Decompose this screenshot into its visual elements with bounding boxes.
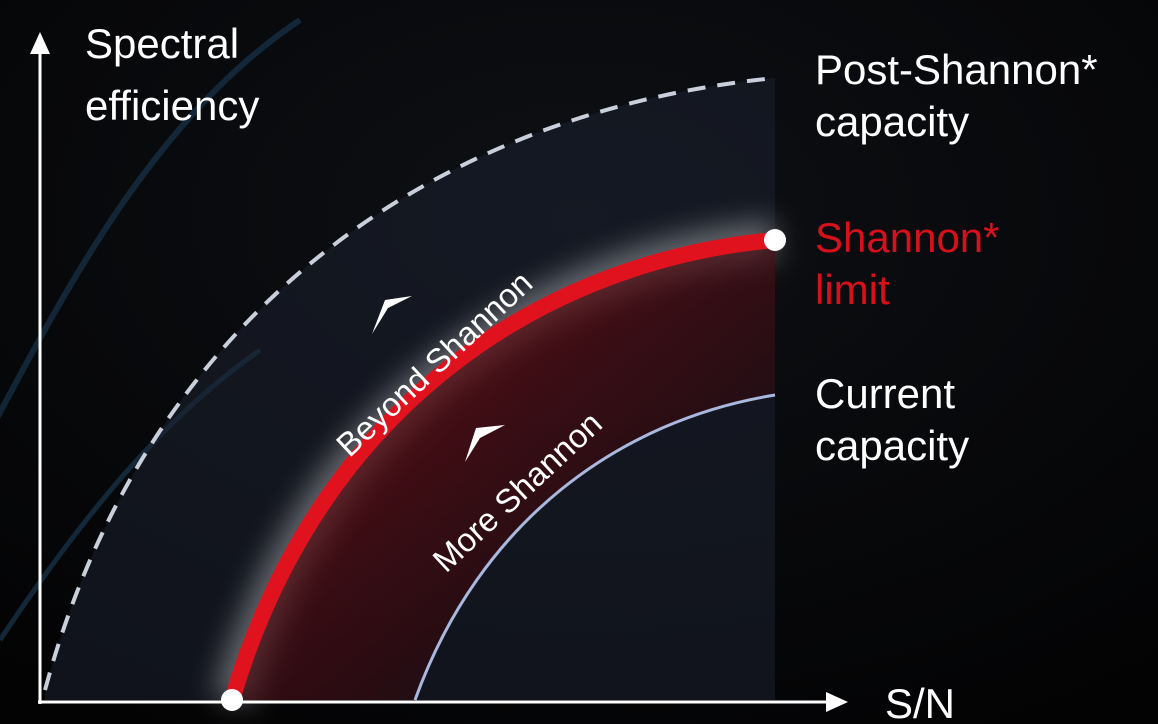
endpoint xyxy=(221,689,243,711)
post-shannon-curve xyxy=(43,76,776,691)
x-arrowhead xyxy=(826,692,848,712)
current-curve xyxy=(413,393,776,701)
arrow-icon xyxy=(372,296,412,334)
y-axis-label: efficiency xyxy=(85,82,259,129)
y-axis-label: Spectral xyxy=(85,20,239,67)
curve-label: capacity xyxy=(815,422,969,469)
curve-label: Post-Shannon* xyxy=(815,46,1098,93)
shannon-curve xyxy=(224,232,783,708)
more-region xyxy=(232,240,775,700)
arrow-icon xyxy=(465,425,505,462)
curve-label: Shannon* xyxy=(815,214,1000,261)
x-axis-label: S/N xyxy=(885,680,955,724)
endpoint xyxy=(764,229,786,251)
curve-label: capacity xyxy=(815,98,969,145)
decor-swirl xyxy=(0,17,302,419)
curve-label: Current xyxy=(815,370,955,417)
y-arrowhead xyxy=(30,32,50,54)
curve-label: limit xyxy=(815,266,890,313)
